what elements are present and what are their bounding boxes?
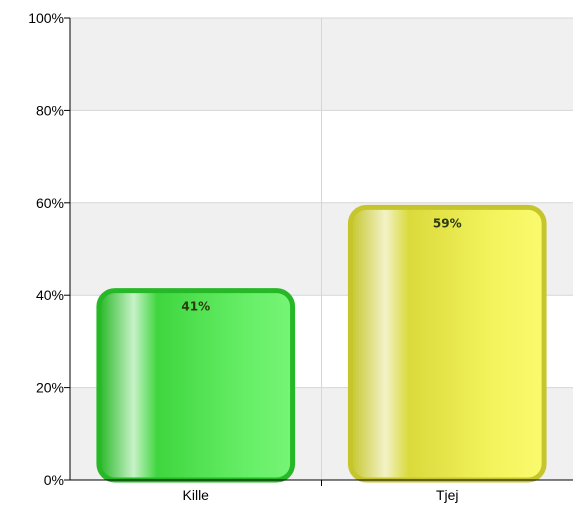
x-axis-labels: Kille Tjej [183,480,459,503]
y-tick-label: 0% [44,472,64,488]
bar-data-label: 59% [433,216,462,230]
y-tick-label: 60% [36,195,64,211]
bar [96,288,296,483]
bar-group: 41% [96,288,296,483]
y-axis-ticks: 0% 20% 40% 60% 80% 100% [28,10,70,488]
bar [347,204,547,483]
x-category-label: Tjej [436,487,459,503]
x-category-label: Kille [183,487,210,503]
y-tick-label: 40% [36,287,64,303]
y-tick-label: 20% [36,380,64,396]
bars: 41% 59% [96,204,547,483]
y-tick-label: 100% [28,10,64,26]
y-tick-label: 80% [36,102,64,118]
bar-group: 59% [347,204,547,483]
bar-data-label: 41% [181,300,210,314]
